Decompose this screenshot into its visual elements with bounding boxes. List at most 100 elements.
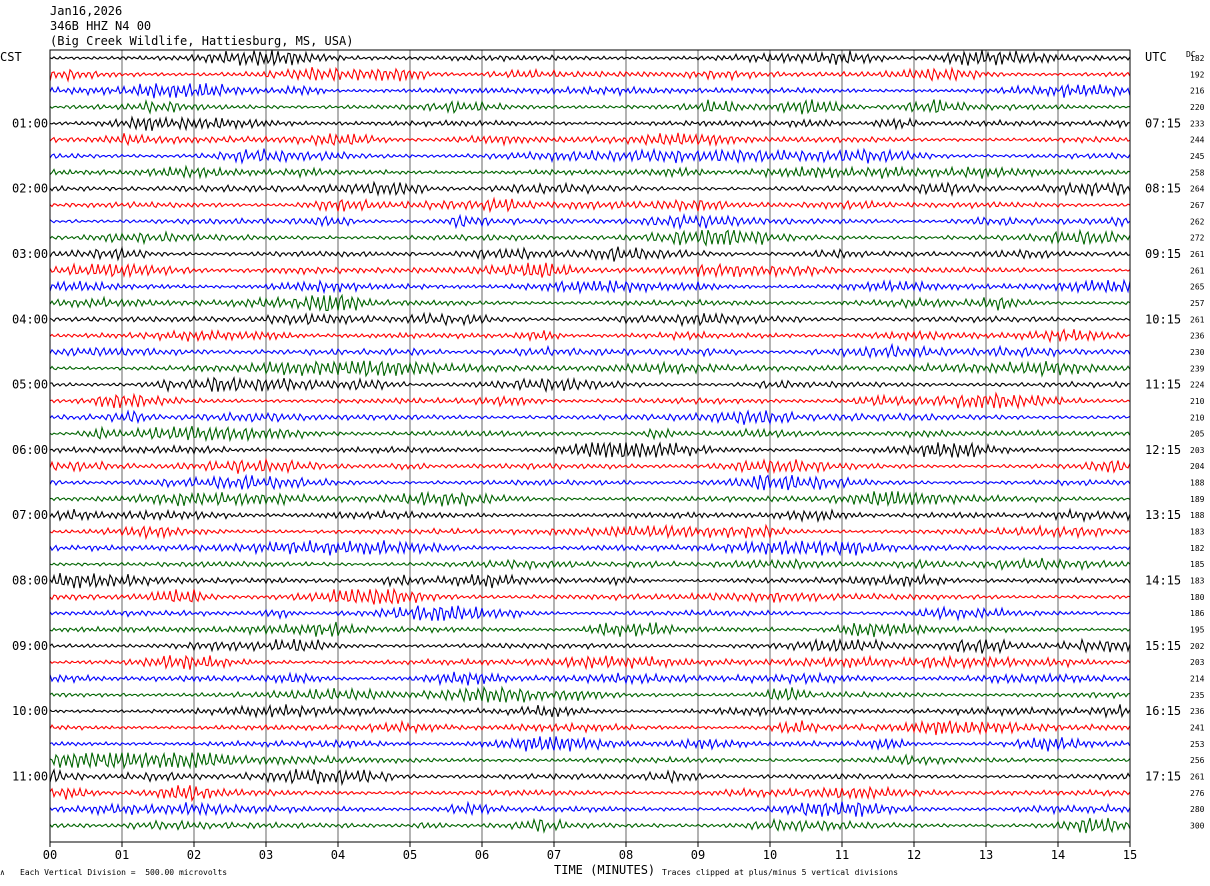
seismic-trace <box>49 539 1131 557</box>
seismic-trace <box>49 391 1131 410</box>
dc-offset-label: 267 <box>1190 201 1205 210</box>
dc-offset-label: 186 <box>1190 609 1205 618</box>
station-code: 346B HHZ N4 00 <box>50 19 152 33</box>
hour-label-cst: 10:00 <box>12 704 48 718</box>
dc-offset-label: 236 <box>1190 332 1205 341</box>
seismic-trace <box>49 278 1131 295</box>
seismic-trace <box>49 637 1131 655</box>
dc-offset-label: 210 <box>1190 413 1205 422</box>
seismic-trace <box>49 360 1131 378</box>
seismic-trace <box>49 457 1131 475</box>
dc-offset-label: 257 <box>1190 299 1205 308</box>
dc-offset-label: 183 <box>1190 528 1205 537</box>
dc-offset-label: 235 <box>1190 691 1205 700</box>
seismic-trace <box>49 311 1131 328</box>
hour-label-cst: 02:00 <box>12 182 48 196</box>
dc-offset-label: 220 <box>1190 103 1205 112</box>
dc-header-label: DC <box>1186 50 1196 59</box>
seismic-trace <box>49 817 1131 834</box>
dc-offset-label: 253 <box>1190 740 1205 749</box>
seismic-trace <box>49 132 1131 148</box>
x-tick-label: 01 <box>115 848 129 862</box>
x-tick-label: 09 <box>691 848 705 862</box>
dc-offset-label: 180 <box>1190 593 1205 602</box>
x-tick-label: 15 <box>1123 848 1137 862</box>
dc-offset-label: 188 <box>1190 479 1205 488</box>
dc-offset-label: 272 <box>1190 234 1205 243</box>
dc-offset-label: 258 <box>1190 168 1205 177</box>
dc-offset-label: 244 <box>1190 136 1205 145</box>
seismic-trace <box>49 736 1131 752</box>
x-tick-label: 04 <box>331 848 345 862</box>
dc-offset-label: 185 <box>1190 560 1205 569</box>
dc-offset-label: 203 <box>1190 658 1205 667</box>
dc-offset-label: 210 <box>1190 397 1205 406</box>
dc-offset-label: 214 <box>1190 675 1205 684</box>
hour-label-cst: 07:00 <box>12 508 48 522</box>
dc-offset-label: 245 <box>1190 152 1205 161</box>
seismic-trace <box>49 212 1131 231</box>
seismic-trace <box>49 605 1131 622</box>
seismic-trace <box>49 293 1131 312</box>
record-date: Jan16,2026 <box>50 4 123 18</box>
x-tick-label: 08 <box>619 848 633 862</box>
dc-offset-label: 276 <box>1190 789 1205 798</box>
dc-offset-label: 239 <box>1190 364 1205 373</box>
hour-label-utc: 15:15 <box>1145 639 1181 653</box>
seismic-trace <box>49 523 1131 541</box>
dc-offset-label: 265 <box>1190 283 1205 292</box>
hour-label-utc: 13:15 <box>1145 508 1181 522</box>
seismic-trace <box>49 572 1131 589</box>
x-tick-label: 13 <box>979 848 993 862</box>
dc-offset-label: 262 <box>1190 217 1205 226</box>
seismic-trace <box>49 115 1131 132</box>
seismic-trace <box>49 507 1131 524</box>
dc-offset-label: 256 <box>1190 756 1205 765</box>
hour-label-cst: 08:00 <box>12 574 48 588</box>
seismic-trace <box>49 228 1131 247</box>
seismic-trace <box>49 196 1131 214</box>
x-tick-label: 07 <box>547 848 561 862</box>
hour-label-utc: 12:15 <box>1145 443 1181 457</box>
seismic-trace <box>49 621 1131 638</box>
trace-layer <box>49 50 1131 834</box>
dc-offset-label: 182 <box>1190 544 1205 553</box>
dc-offset-label: 241 <box>1190 724 1205 733</box>
hour-label-cst: 09:00 <box>12 639 48 653</box>
seismic-trace <box>49 473 1131 491</box>
x-tick-label: 06 <box>475 848 489 862</box>
plot-frame <box>49 49 1131 843</box>
seismic-trace <box>49 180 1131 197</box>
x-tick-label: 10 <box>763 848 777 862</box>
seismic-trace <box>49 556 1131 572</box>
right-timezone-label: UTC <box>1145 50 1167 64</box>
seismic-trace <box>49 490 1131 507</box>
x-tick-label: 02 <box>187 848 201 862</box>
x-tick-label: 11 <box>835 848 849 862</box>
seismic-trace <box>49 409 1131 426</box>
hour-label-utc: 17:15 <box>1145 770 1181 784</box>
hour-label-utc: 14:15 <box>1145 574 1181 588</box>
seismic-trace <box>49 654 1131 671</box>
dc-offset-label: 183 <box>1190 577 1205 586</box>
dc-offset-label: 205 <box>1190 430 1205 439</box>
seismic-trace <box>49 262 1131 279</box>
dc-offset-label: 233 <box>1190 119 1205 128</box>
seismic-trace <box>49 376 1131 394</box>
seismic-trace <box>49 587 1131 605</box>
dc-offset-label: 264 <box>1190 185 1205 194</box>
hour-label-utc: 16:15 <box>1145 704 1181 718</box>
seismic-trace <box>49 751 1131 770</box>
left-timezone-label: CST <box>0 50 22 64</box>
scale-note: Each Vertical Division = 500.00 microvol… <box>20 868 228 877</box>
x-tick-label: 14 <box>1051 848 1065 862</box>
dc-offset-label: 203 <box>1190 446 1205 455</box>
seismic-trace <box>49 785 1131 803</box>
x-tick-label: 05 <box>403 848 417 862</box>
dc-offset-label: 202 <box>1190 642 1205 651</box>
dc-offset-label: 192 <box>1190 70 1205 79</box>
seismic-trace <box>49 99 1131 115</box>
hour-label-cst: 01:00 <box>12 116 48 130</box>
hour-label-cst: 06:00 <box>12 443 48 457</box>
